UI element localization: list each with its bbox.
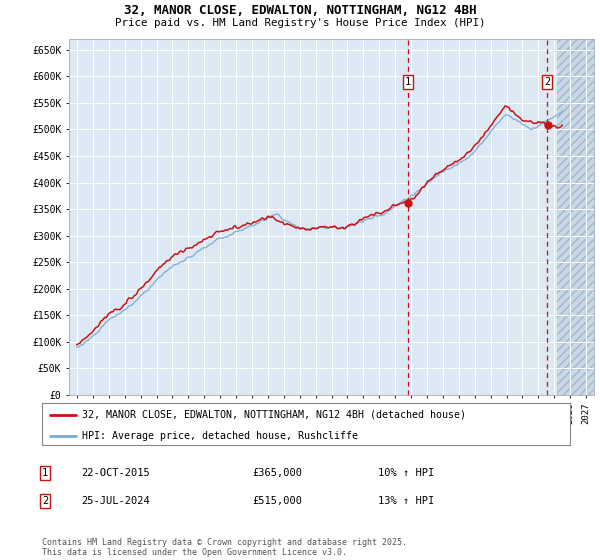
- Text: 1: 1: [405, 77, 411, 87]
- Text: 2: 2: [42, 496, 48, 506]
- Text: Contains HM Land Registry data © Crown copyright and database right 2025.
This d: Contains HM Land Registry data © Crown c…: [42, 538, 407, 557]
- Bar: [557, 39, 594, 395]
- Text: £515,000: £515,000: [252, 496, 302, 506]
- Text: 2: 2: [544, 77, 550, 87]
- Text: Price paid vs. HM Land Registry's House Price Index (HPI): Price paid vs. HM Land Registry's House …: [115, 18, 485, 29]
- Text: HPI: Average price, detached house, Rushcliffe: HPI: Average price, detached house, Rush…: [82, 431, 358, 441]
- Text: 22-OCT-2015: 22-OCT-2015: [81, 468, 150, 478]
- Text: 25-JUL-2024: 25-JUL-2024: [81, 496, 150, 506]
- Text: 13% ↑ HPI: 13% ↑ HPI: [378, 496, 434, 506]
- Text: 10% ↑ HPI: 10% ↑ HPI: [378, 468, 434, 478]
- Text: 32, MANOR CLOSE, EDWALTON, NOTTINGHAM, NG12 4BH: 32, MANOR CLOSE, EDWALTON, NOTTINGHAM, N…: [124, 4, 476, 17]
- Text: £365,000: £365,000: [252, 468, 302, 478]
- Bar: [557, 39, 594, 395]
- Text: 32, MANOR CLOSE, EDWALTON, NOTTINGHAM, NG12 4BH (detached house): 32, MANOR CLOSE, EDWALTON, NOTTINGHAM, N…: [82, 410, 466, 420]
- Text: 1: 1: [42, 468, 48, 478]
